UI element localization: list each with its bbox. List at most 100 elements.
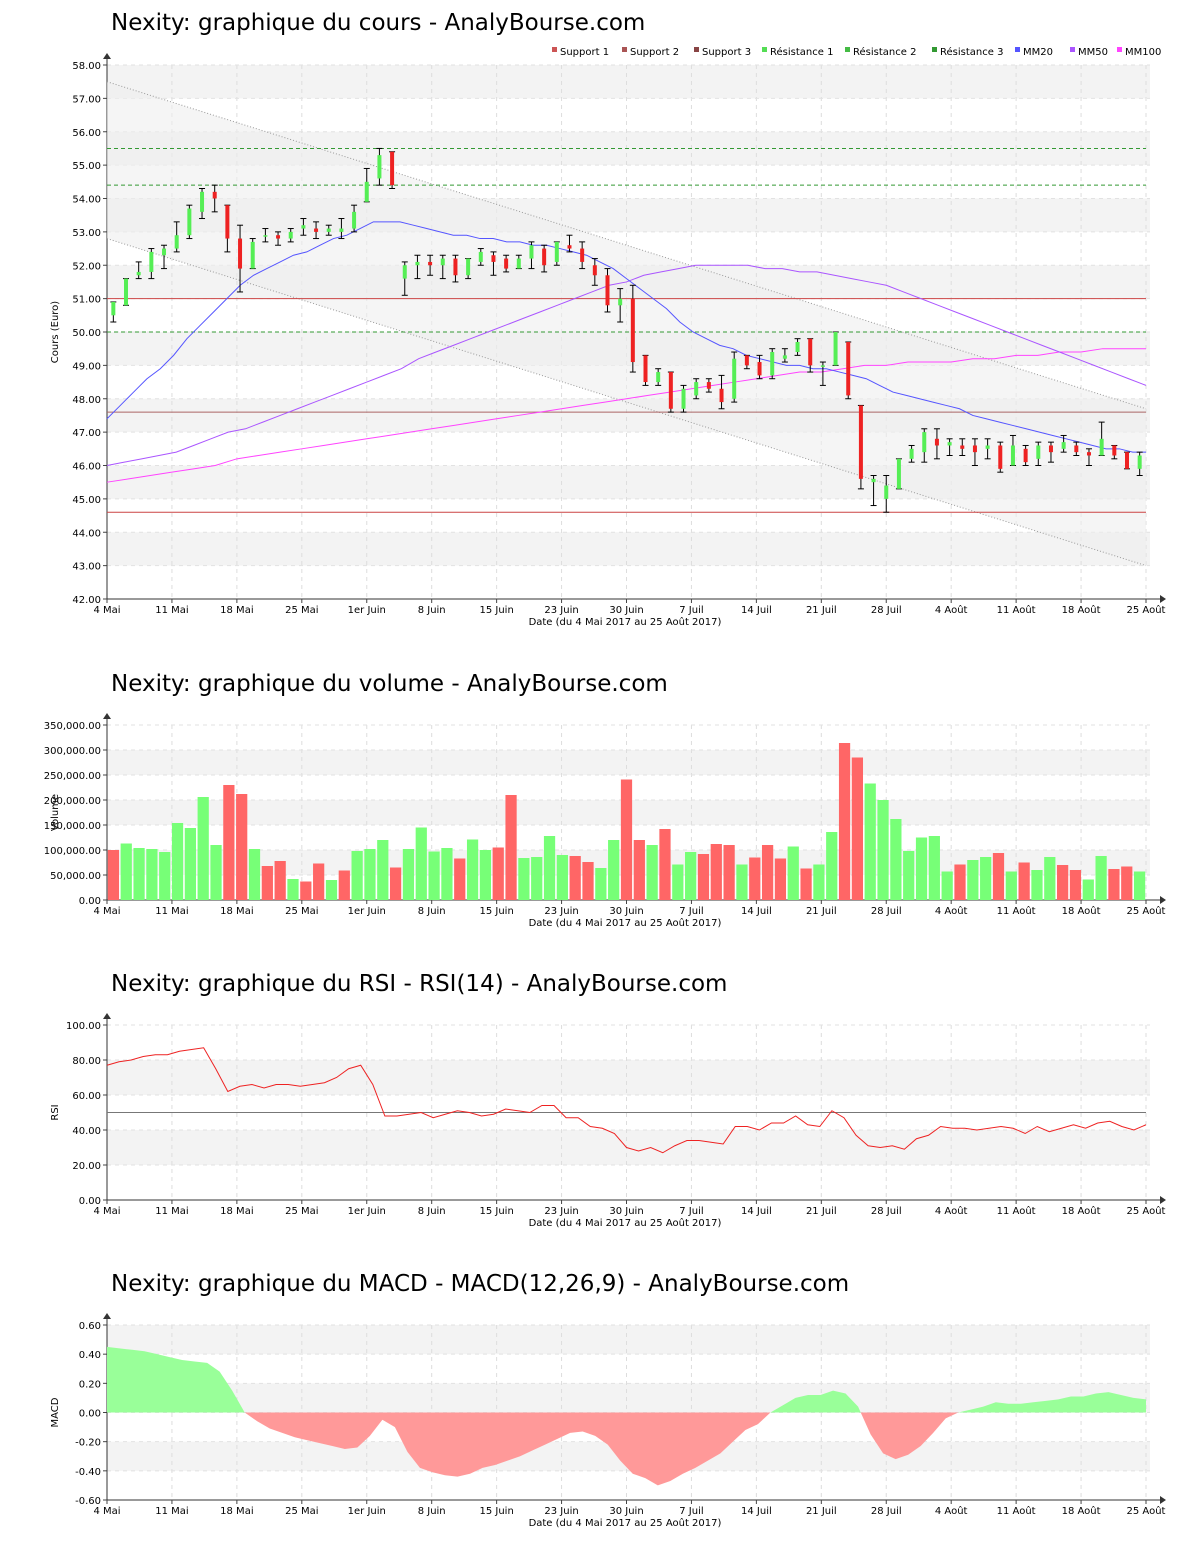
volume-xtick-label: 11 Mai [155, 906, 188, 917]
price-ytick-label: 46.00 [72, 462, 101, 473]
volume-bar [1005, 871, 1017, 900]
macd-x-arrow [1160, 1496, 1166, 1504]
volume-bar [300, 881, 312, 900]
price-x-axis-label: Date (du 4 Mai 2017 au 25 Août 2017) [529, 616, 722, 628]
macd-ytick-label: 0.00 [79, 1409, 101, 1420]
volume-xtick-label: 15 Juin [479, 906, 513, 917]
candle-body [314, 228, 319, 232]
volume-bar [890, 819, 902, 900]
price-chart: 42.00 43.00 44.00 45.00 46.00 47.00 48.00 49.00… [50, 46, 1166, 628]
volume-bar [107, 850, 120, 900]
candle-body [808, 338, 813, 366]
candle-body [681, 388, 686, 409]
volume-bar [992, 853, 1005, 900]
volume-ytick-label: 200,000.00 [44, 796, 101, 807]
macd-negative-area [244, 1412, 771, 1486]
volume-bar [736, 864, 748, 900]
price-band [107, 532, 1150, 566]
rsi-xtick-label: 18 Août [1062, 1205, 1101, 1217]
macd-band [107, 1325, 1150, 1355]
volume-bar [915, 837, 928, 900]
volume-bar [813, 864, 825, 900]
volume-bar [389, 867, 402, 900]
volume-bar [441, 848, 453, 900]
macd-y-axis-label: MACD [50, 1397, 61, 1427]
volume-bar [159, 852, 171, 900]
volume-bar [967, 860, 979, 900]
macd-y-arrow [103, 1313, 111, 1319]
candle-body [263, 235, 268, 237]
volume-bar [672, 864, 684, 900]
volume-bar [903, 851, 915, 900]
rsi-xtick-label: 30 Juin [609, 1206, 643, 1217]
legend-swatch [694, 47, 699, 52]
price-xtick-label: 18 Août [1062, 604, 1101, 616]
price-band [107, 65, 1150, 99]
volume-bar [274, 861, 286, 900]
candle-body [972, 445, 977, 453]
candle-body [706, 382, 711, 389]
legend-item: Résistance 3 [940, 46, 1003, 58]
volume-bar [633, 840, 645, 900]
volume-bar [697, 854, 710, 900]
volume-bar [774, 858, 787, 900]
volume-xtick-label: 25 Août [1127, 905, 1166, 917]
candle-body [529, 245, 534, 259]
rsi-y-arrow [103, 1013, 111, 1019]
price-ytick-label: 52.00 [72, 261, 101, 272]
rsi-xtick-label: 21 Juil [806, 1206, 837, 1217]
rsi-ytick-label: 40.00 [72, 1126, 101, 1137]
volume-bar [518, 858, 530, 900]
price-xtick-label: 11 Août [997, 604, 1036, 616]
volume-bar [325, 880, 338, 900]
volume-bar [659, 829, 671, 900]
candle-body [200, 191, 205, 212]
candle-body [238, 238, 243, 269]
candle-body [453, 258, 458, 276]
macd-xtick-label: 23 Juin [544, 1506, 578, 1517]
volume-bar [248, 849, 261, 900]
price-xtick-label: 21 Juil [806, 605, 837, 616]
candle-body [250, 241, 255, 269]
volume-x-axis-label: Date (du 4 Mai 2017 au 25 Août 2017) [529, 917, 722, 929]
legend-swatch [552, 47, 557, 52]
macd-xtick-label: 30 Juin [609, 1506, 643, 1517]
volume-xtick-label: 18 Août [1062, 905, 1101, 917]
volume-bar [608, 840, 620, 900]
candle-body [820, 365, 825, 367]
candle-body [174, 235, 179, 249]
price-y-arrow [103, 53, 111, 59]
rsi-ytick-label: 60.00 [72, 1091, 101, 1102]
rsi-xtick-label: 15 Juin [479, 1206, 513, 1217]
volume-bar [313, 863, 325, 900]
price-ytick-label: 56.00 [72, 128, 101, 139]
rsi-xtick-label: 25 Août [1127, 1205, 1166, 1217]
macd-xtick-label: 28 Juil [871, 1506, 902, 1517]
rsi-xtick-label: 14 Juil [741, 1206, 772, 1217]
rsi-chart: 0.00 20.00 40.00 60.00 80.00 100.00 4 Mai 11 Ma… [50, 1013, 1166, 1229]
legend-item: Support 3 [702, 47, 751, 58]
volume-bar [1069, 870, 1082, 900]
volume-bar [646, 845, 658, 900]
macd-ytick-label: -0.20 [75, 1438, 101, 1449]
price-ytick-label: 43.00 [72, 562, 101, 573]
volume-bar [454, 858, 466, 900]
macd-xtick-label: 4 Août [935, 1505, 968, 1517]
volume-bar [377, 840, 389, 900]
macd-xtick-label: 11 Mai [155, 1506, 188, 1517]
volume-bar [582, 862, 594, 900]
volume-xtick-label: 4 Mai [93, 906, 120, 917]
macd-xtick-label: 25 Mai [285, 1506, 318, 1517]
candle-body [428, 261, 433, 266]
volume-bar [236, 794, 248, 900]
volume-bar [595, 868, 607, 900]
mm100-line [106, 348, 1146, 483]
volume-ytick-label: 0.00 [79, 896, 101, 907]
price-y-axis-label: Cours (Euro) [50, 301, 61, 364]
macd-positive-area [107, 1346, 245, 1413]
volume-bar [954, 864, 966, 900]
candle-body [390, 151, 395, 186]
volume-bar [210, 845, 222, 900]
candle-body [516, 258, 521, 269]
volume-bar [620, 779, 633, 900]
